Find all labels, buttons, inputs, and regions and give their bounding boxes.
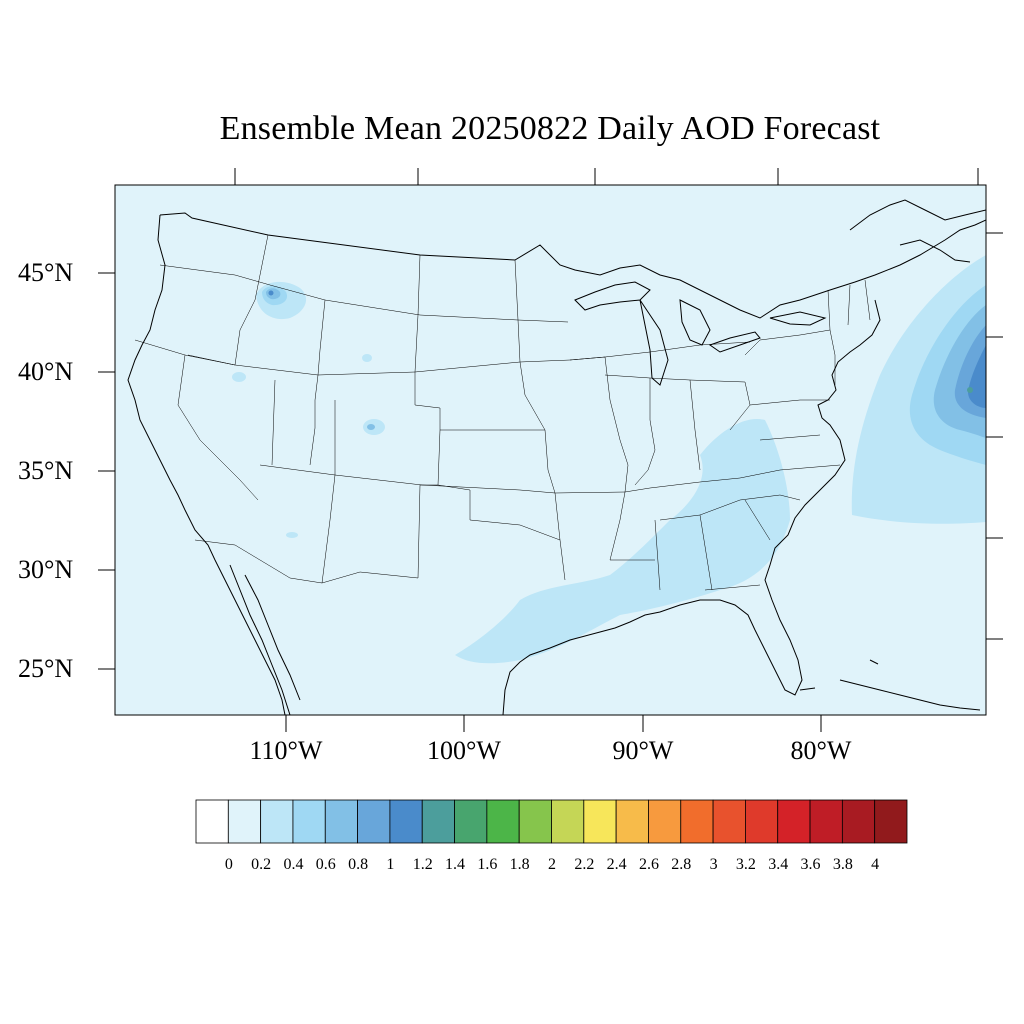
wyoming-spot bbox=[362, 354, 372, 362]
southeast-band bbox=[455, 419, 790, 664]
colorbar-tick-label: 0 bbox=[224, 856, 233, 873]
lon-label-90w: 90°W bbox=[612, 736, 674, 765]
map-frame bbox=[114, 184, 987, 716]
lat-label-40n: 40°N bbox=[18, 357, 74, 386]
tick-marks bbox=[98, 168, 1003, 732]
colorbar-tick-label: 0.2 bbox=[251, 856, 272, 873]
colorado-spot-core bbox=[367, 424, 375, 430]
arizona-spot bbox=[286, 532, 298, 538]
colorbar-tick-label: 2.8 bbox=[671, 856, 692, 873]
colorbar-tick-label: 2 bbox=[548, 856, 556, 873]
coastlines bbox=[127, 199, 986, 715]
colorbar-tick-label: 0.6 bbox=[315, 856, 336, 873]
lon-label-100w: 100°W bbox=[427, 736, 501, 765]
colorbar-tick-label: 1.6 bbox=[477, 856, 498, 873]
lat-label-45n: 45°N bbox=[18, 258, 74, 287]
lon-label-110w: 110°W bbox=[249, 736, 323, 765]
idaho-spot-peak bbox=[268, 290, 274, 296]
state-boundaries bbox=[134, 234, 871, 591]
map-title: Ensemble Mean 20250822 Daily AOD Forecas… bbox=[219, 110, 881, 147]
lat-label-30n: 30°N bbox=[18, 555, 74, 584]
colorbar-tick-label: 0.4 bbox=[283, 856, 304, 873]
baja-coast bbox=[229, 564, 301, 715]
colorbar-tick-label: 2.4 bbox=[606, 856, 627, 873]
colorbar-tick-label: 3.2 bbox=[735, 856, 756, 873]
lon-label-80w: 80°W bbox=[790, 736, 852, 765]
colorbar-tick-label: 3.4 bbox=[768, 856, 789, 873]
ohio-valley-spot bbox=[731, 425, 759, 445]
utah-spot bbox=[232, 372, 246, 382]
colorbar-tick-label: 3 bbox=[709, 856, 718, 873]
colorbar-tick-label: 0.8 bbox=[348, 856, 369, 873]
colorbar-tick-label: 2.6 bbox=[638, 856, 659, 873]
canada-maritimes bbox=[849, 199, 986, 263]
colorbar-tick-label: 2.2 bbox=[574, 856, 595, 873]
lat-label-35n: 35°N bbox=[18, 456, 74, 485]
colorbar-tick-label: 1.8 bbox=[509, 856, 530, 873]
colorbar-tick-label: 1.4 bbox=[445, 856, 466, 873]
atlantic-plume-peak bbox=[968, 345, 986, 408]
colorbar-tick-label: 3.6 bbox=[800, 856, 821, 873]
colorbar-tick-label: 4 bbox=[871, 856, 880, 873]
colorbar-tick-label: 1 bbox=[386, 856, 395, 873]
us-outline bbox=[127, 212, 986, 715]
aod-contours bbox=[232, 255, 986, 664]
lat-label-25n: 25°N bbox=[18, 654, 74, 683]
atlantic-plume-max bbox=[967, 387, 973, 393]
colorbar-tick-label: 1.2 bbox=[412, 856, 433, 873]
colorbar-tick-label: 3.8 bbox=[832, 856, 853, 873]
caribbean-islands bbox=[799, 659, 981, 711]
